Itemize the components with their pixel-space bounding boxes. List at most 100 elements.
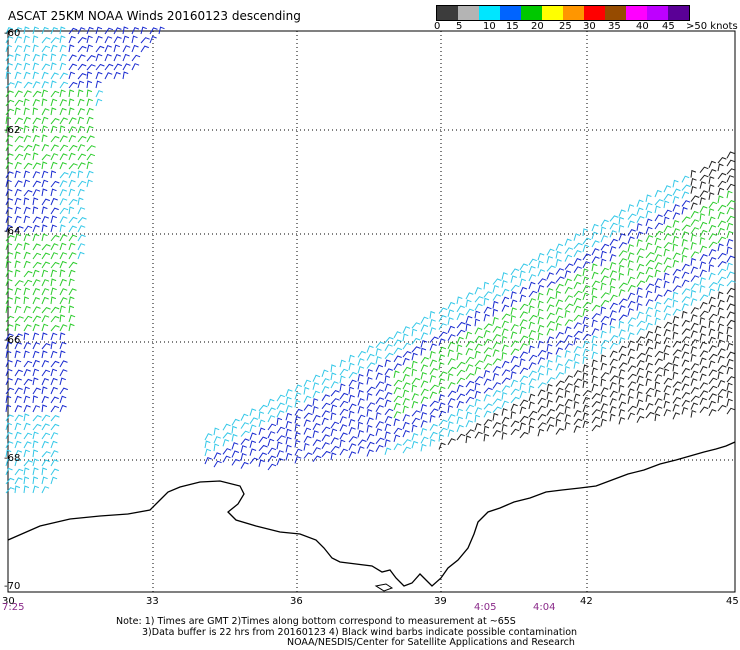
wind-barb xyxy=(690,322,699,330)
wind-barb xyxy=(50,161,58,170)
wind-barb xyxy=(23,324,32,332)
wind-barb xyxy=(663,392,670,401)
wind-barb xyxy=(672,179,679,188)
wind-barb xyxy=(618,376,625,385)
wind-barb xyxy=(357,358,365,366)
wind-barb xyxy=(474,376,484,383)
wind-barb xyxy=(546,320,555,328)
wind-barb xyxy=(609,390,618,398)
wind-barb xyxy=(438,386,446,394)
wind-barb xyxy=(429,408,439,415)
wind-barb xyxy=(77,107,85,116)
wind-barb xyxy=(14,161,22,170)
wind-barb xyxy=(14,35,22,44)
wind-barb xyxy=(456,393,466,401)
wind-barb xyxy=(726,287,736,295)
wind-barb xyxy=(339,416,347,424)
wind-barb xyxy=(537,389,546,397)
wind-barb xyxy=(77,207,86,215)
wind-barb xyxy=(618,329,626,337)
wind-barb xyxy=(393,434,401,443)
wind-barb xyxy=(681,328,691,335)
wind-barb xyxy=(456,336,464,345)
wind-barb xyxy=(573,233,581,241)
wind-barb xyxy=(690,363,700,370)
wind-barb xyxy=(5,125,12,134)
wind-barb xyxy=(663,265,672,273)
wind-barb xyxy=(645,338,653,347)
wind-barb xyxy=(330,452,337,461)
wind-barb xyxy=(492,317,499,325)
wind-barb xyxy=(663,272,670,281)
wind-barb xyxy=(50,332,58,341)
wind-barb xyxy=(357,381,364,390)
wind-barb xyxy=(59,377,66,386)
wind-barb xyxy=(636,248,645,255)
wind-barb xyxy=(474,287,482,295)
wind-barb xyxy=(59,62,67,71)
wind-barb xyxy=(366,369,373,377)
wind-barb xyxy=(231,418,240,426)
wind-barb xyxy=(717,243,724,252)
wind-barb xyxy=(555,427,565,435)
wind-barb xyxy=(564,406,571,414)
wind-barb xyxy=(726,342,734,351)
wind-barb xyxy=(50,170,57,179)
wind-barb xyxy=(303,419,311,427)
wind-barb xyxy=(636,391,643,399)
wind-barb xyxy=(276,435,286,442)
wind-barb xyxy=(384,423,392,431)
wind-barb xyxy=(95,90,104,98)
wind-barb xyxy=(681,383,690,391)
wind-barb xyxy=(258,427,266,435)
wind-barb xyxy=(77,80,85,89)
wind-barb xyxy=(50,153,59,161)
wind-barb xyxy=(600,250,607,259)
wind-barb xyxy=(41,343,51,350)
wind-barb xyxy=(600,306,607,315)
wind-barb xyxy=(303,404,313,411)
wind-barb xyxy=(465,292,474,300)
wind-barb xyxy=(50,396,59,404)
wind-barb xyxy=(699,397,707,405)
wind-barb xyxy=(23,98,30,107)
wind-barb xyxy=(564,278,572,286)
wind-barb xyxy=(86,35,93,44)
wind-barb xyxy=(645,202,653,211)
wind-barb xyxy=(573,385,580,393)
wind-barb xyxy=(14,233,22,242)
wind-barb xyxy=(14,395,22,404)
wind-barb xyxy=(618,250,628,257)
wind-barb xyxy=(23,206,31,215)
wind-barb xyxy=(600,354,607,363)
wind-barb xyxy=(375,444,384,452)
wind-barb xyxy=(23,81,33,89)
wind-barb xyxy=(564,319,574,326)
wind-barb xyxy=(447,381,456,390)
colorbar-swatch xyxy=(521,6,542,20)
wind-barb xyxy=(429,375,437,383)
wind-barb xyxy=(600,275,609,283)
wind-barb xyxy=(600,418,607,427)
wind-barb xyxy=(438,323,447,330)
wind-barb xyxy=(510,428,520,436)
wind-barb xyxy=(41,188,48,197)
wind-barb xyxy=(5,62,13,71)
wind-barb xyxy=(41,279,50,287)
wind-barb xyxy=(546,296,555,304)
wind-barb xyxy=(672,355,680,364)
wind-barb xyxy=(726,190,733,199)
wind-barb xyxy=(654,294,663,302)
wind-barb xyxy=(555,340,565,347)
wind-barb xyxy=(510,275,517,283)
wind-barb xyxy=(420,324,429,332)
wind-barb xyxy=(23,460,33,467)
wind-barb xyxy=(654,317,661,326)
wind-barb xyxy=(222,423,231,431)
wind-barb xyxy=(420,316,429,324)
wind-barb xyxy=(483,323,493,330)
wind-barb xyxy=(645,266,654,275)
wind-barb xyxy=(32,342,41,350)
wind-barb xyxy=(537,284,545,293)
wind-barb xyxy=(726,159,735,167)
